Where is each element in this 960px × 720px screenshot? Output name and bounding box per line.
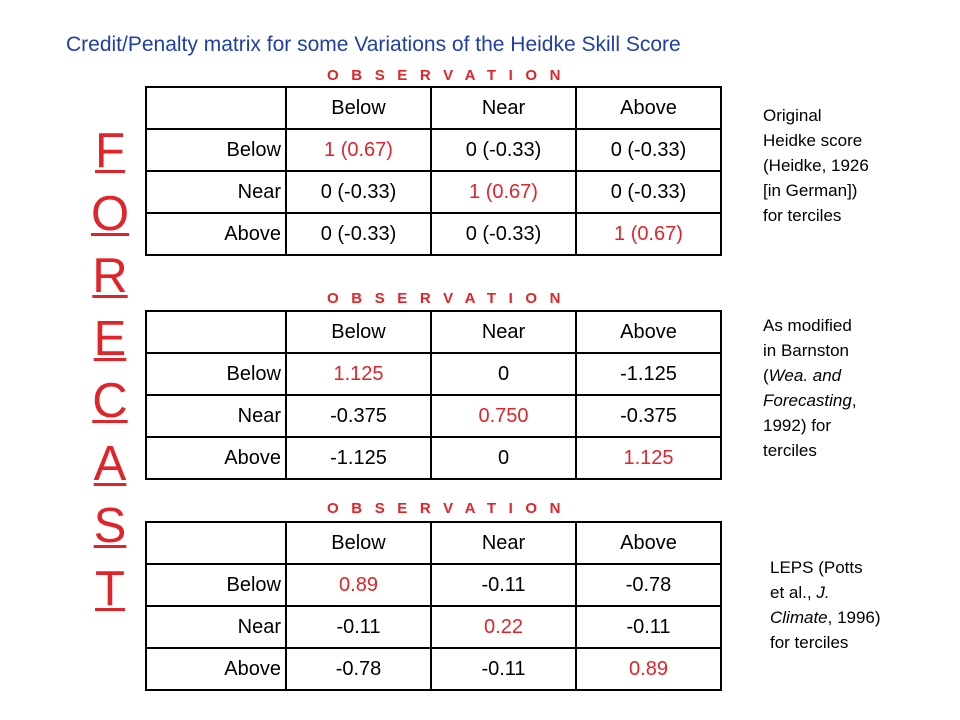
column-header: Below: [285, 86, 432, 130]
column-header: Above: [575, 310, 722, 354]
cell: 1.125: [285, 352, 432, 396]
forecast-letter: S: [93, 499, 127, 553]
forecast-letter: O: [90, 186, 130, 241]
cell: 0.89: [285, 563, 432, 607]
row-header: Above: [145, 436, 287, 480]
table-row: Below 0.89 -0.11 -0.78: [145, 563, 722, 607]
cell: 0.750: [430, 394, 577, 438]
cell: 0 (-0.33): [575, 170, 722, 214]
cell: -1.125: [285, 436, 432, 480]
cell: 0.22: [430, 605, 577, 649]
note-leps: LEPS (Potts et al., J. Climate, 1996) fo…: [770, 555, 950, 655]
journal-name: Wea. and: [768, 366, 842, 385]
cell: 0 (-0.33): [430, 128, 577, 172]
note-line: for terciles: [770, 633, 849, 652]
row-header: Above: [145, 647, 287, 691]
note-line: terciles: [763, 441, 817, 460]
note-line: for terciles: [763, 206, 842, 225]
note-text: ,: [851, 391, 857, 410]
table-row: Below 1 (0.67) 0 (-0.33) 0 (-0.33): [145, 128, 722, 172]
note-line: LEPS (Potts: [770, 558, 863, 577]
cell: -0.11: [285, 605, 432, 649]
row-header: Near: [145, 394, 287, 438]
slide-title: Credit/Penalty matrix for some Variation…: [66, 33, 681, 56]
journal-name: Climate: [770, 608, 828, 627]
cell: 0.89: [575, 647, 722, 691]
row-header: Below: [145, 352, 287, 396]
table-row: Above -1.125 0 1.125: [145, 436, 722, 480]
forecast-letter: C: [92, 374, 128, 428]
cell: 1 (0.67): [285, 128, 432, 172]
table-header-row: Below Near Above: [145, 86, 722, 130]
matrix-original-heidke: Below Near Above Below 1 (0.67) 0 (-0.33…: [145, 86, 722, 256]
cell: 0 (-0.33): [285, 212, 432, 256]
column-header: Above: [575, 521, 722, 565]
cell: 1.125: [575, 436, 722, 480]
note-line: in Barnston: [763, 341, 849, 360]
column-header: Near: [430, 86, 577, 130]
row-header: Below: [145, 563, 287, 607]
observation-header-3: OBSERVATION: [327, 500, 574, 517]
column-header: Near: [430, 310, 577, 354]
cell: 0 (-0.33): [575, 128, 722, 172]
note-line: As modified: [763, 316, 852, 335]
table-header-row: Below Near Above: [145, 521, 722, 565]
cell: -0.11: [430, 563, 577, 607]
note-text: (: [763, 366, 769, 385]
matrix-barnston: Below Near Above Below 1.125 0 -1.125 Ne…: [145, 310, 722, 480]
table-row: Near -0.375 0.750 -0.375: [145, 394, 722, 438]
forecast-letter: E: [93, 311, 127, 366]
corner-cell: [145, 310, 287, 354]
column-header: Near: [430, 521, 577, 565]
forecast-vertical-label: F O R E C A S T: [86, 120, 134, 620]
observation-header-1: OBSERVATION: [327, 67, 574, 84]
journal-name: J.: [816, 583, 830, 602]
table-row: Above 0 (-0.33) 0 (-0.33) 1 (0.67): [145, 212, 722, 256]
cell: 1 (0.67): [430, 170, 577, 214]
cell: 0: [430, 436, 577, 480]
forecast-letter: F: [95, 124, 125, 178]
row-header: Below: [145, 128, 287, 172]
forecast-letter: A: [93, 436, 127, 491]
note-original-heidke: Original Heidke score (Heidke, 1926 [in …: [763, 103, 943, 228]
cell: -0.375: [285, 394, 432, 438]
table-row: Above -0.78 -0.11 0.89: [145, 647, 722, 691]
table-row: Near 0 (-0.33) 1 (0.67) 0 (-0.33): [145, 170, 722, 214]
cell: -0.11: [430, 647, 577, 691]
row-header: Above: [145, 212, 287, 256]
cell: 0 (-0.33): [285, 170, 432, 214]
table-header-row: Below Near Above: [145, 310, 722, 354]
cell: 0 (-0.33): [430, 212, 577, 256]
forecast-letter: R: [92, 249, 128, 303]
row-header: Near: [145, 605, 287, 649]
cell: -0.78: [285, 647, 432, 691]
note-line: Original: [763, 106, 822, 125]
row-header: Near: [145, 170, 287, 214]
note-line: Heidke score: [763, 131, 863, 150]
cell: -0.78: [575, 563, 722, 607]
note-text: , 1996): [827, 608, 881, 627]
table-row: Near -0.11 0.22 -0.11: [145, 605, 722, 649]
note-barnston: As modified in Barnston (Wea. and Foreca…: [763, 313, 943, 463]
cell: 0: [430, 352, 577, 396]
column-header: Above: [575, 86, 722, 130]
note-line: 1992) for: [763, 416, 832, 435]
matrix-leps: Below Near Above Below 0.89 -0.11 -0.78 …: [145, 521, 722, 691]
note-line: (Heidke, 1926: [763, 156, 869, 175]
cell: -0.11: [575, 605, 722, 649]
corner-cell: [145, 521, 287, 565]
table-row: Below 1.125 0 -1.125: [145, 352, 722, 396]
note-line: [in German]): [763, 181, 858, 200]
column-header: Below: [285, 310, 432, 354]
observation-header-2: OBSERVATION: [327, 290, 574, 307]
forecast-letter: T: [95, 561, 125, 616]
cell: -0.375: [575, 394, 722, 438]
journal-name: Forecasting: [763, 391, 852, 410]
cell: 1 (0.67): [575, 212, 722, 256]
column-header: Below: [285, 521, 432, 565]
cell: -1.125: [575, 352, 722, 396]
note-text: et al.,: [770, 583, 817, 602]
corner-cell: [145, 86, 287, 130]
